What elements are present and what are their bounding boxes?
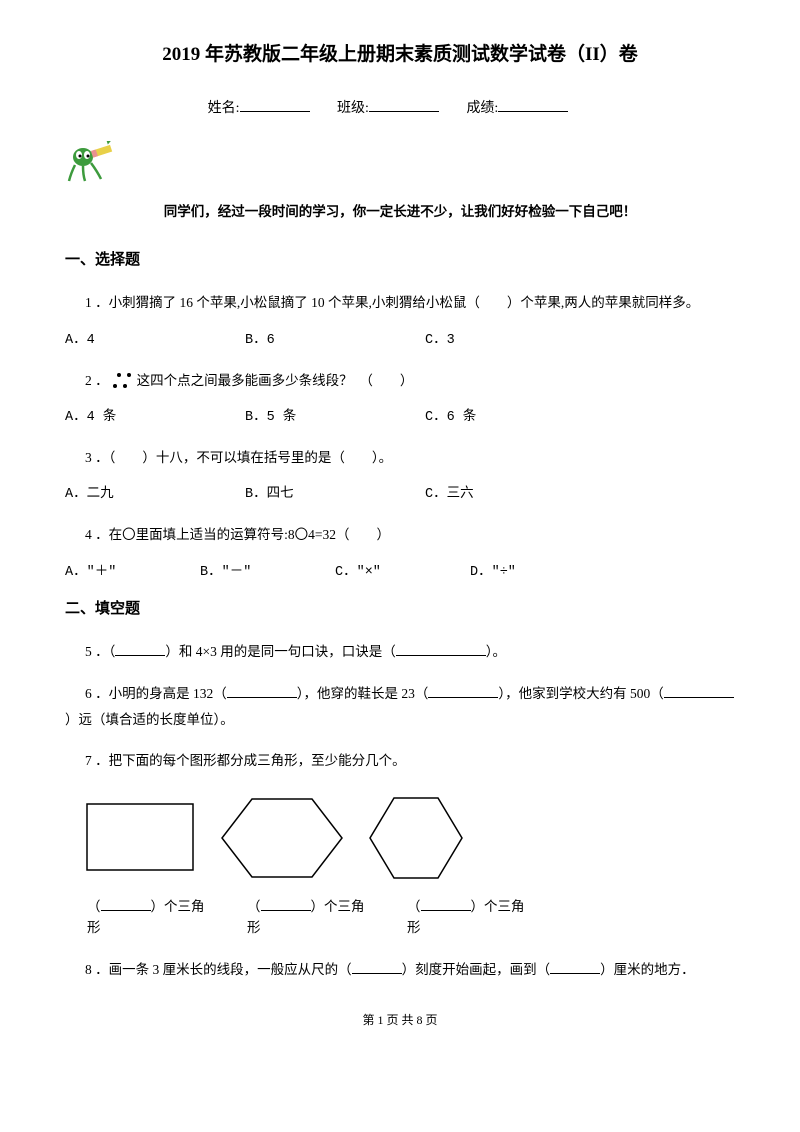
q1-opt-a[interactable]: A．4 — [65, 330, 245, 352]
q7-text: 7 ．把下面的每个图形都分成三角形，至少能分几个。 — [85, 748, 735, 774]
q3-opt-a[interactable]: A．二九 — [65, 484, 245, 506]
q1-opt-c[interactable]: C．3 — [425, 330, 605, 352]
shape-label-1: （）个三角形 — [87, 896, 217, 939]
q2-text: 2 ． 这四个点之间最多能画多少条线段？ （ ） — [85, 368, 735, 394]
score-blank[interactable] — [498, 111, 568, 112]
sl3-p1: （ — [407, 899, 421, 914]
section-2-title: 二、填空题 — [65, 597, 735, 621]
q4-opt-b[interactable]: B．"－" — [200, 562, 335, 584]
q6-blank3[interactable] — [664, 697, 734, 698]
hexagon-shape-1 — [218, 795, 346, 881]
sl1-p2: ）个三角形 — [87, 899, 205, 936]
q2-options: A．4 条 B．5 条 C．6 条 — [65, 407, 735, 429]
four-dots-icon — [109, 372, 133, 392]
hexagon-shape-2 — [366, 794, 466, 882]
q5-p2: ）和 4×3 用的是同一句口诀，口诀是（ — [165, 644, 395, 659]
q6-text: 6 ．小明的身高是 132（ ），他穿的鞋长是 23（ ），他家到学校大约有 500… — [65, 681, 735, 732]
pencil-icon — [65, 141, 735, 183]
q3-opt-c[interactable]: C．三六 — [425, 484, 605, 506]
q5-p1: 5 ．（ — [85, 644, 115, 659]
q8-p1: 8 ．画一条 3 厘米长的线段，一般应从尺的（ — [85, 962, 352, 977]
q2-opt-b[interactable]: B．5 条 — [245, 407, 425, 429]
q2-opt-c[interactable]: C．6 条 — [425, 407, 605, 429]
q4-opt-d[interactable]: D．"÷" — [470, 562, 605, 584]
shape-labels: （）个三角形 （）个三角形 （）个三角形 — [87, 896, 735, 939]
q4-opt-c[interactable]: C．"×" — [335, 562, 470, 584]
sl1-blank[interactable] — [101, 910, 151, 911]
q1-text: 1 ．小刺猬摘了 16 个苹果,小松鼠摘了 10 个苹果,小刺猬给小松鼠（ ）个… — [85, 290, 735, 316]
q6-p3: ），他家到学校大约有 500（ — [498, 686, 663, 701]
q8-p2: ）刻度开始画起，画到（ — [402, 962, 551, 977]
q1-opt-b[interactable]: B．6 — [245, 330, 425, 352]
sl3-p2: ）个三角形 — [407, 899, 525, 936]
q6-blank2[interactable] — [428, 697, 498, 698]
q2-prefix: 2 ． — [85, 373, 109, 388]
encourage-text: 同学们，经过一段时间的学习，你一定长进不少，让我们好好检验一下自己吧！ — [65, 201, 735, 223]
shapes-row — [83, 794, 735, 882]
q5-blank2[interactable] — [396, 655, 486, 656]
q8-blank2[interactable] — [550, 973, 600, 974]
rectangle-shape — [83, 800, 198, 875]
q4-opt-a[interactable]: A．"＋" — [65, 562, 200, 584]
q5-blank1[interactable] — [115, 655, 165, 656]
q6-p2: ），他穿的鞋长是 23（ — [297, 686, 429, 701]
sl1-p1: （ — [87, 899, 101, 914]
q5-p3: ）。 — [486, 644, 506, 659]
sl2-blank[interactable] — [261, 910, 311, 911]
q6-p1: 6 ．小明的身高是 132（ — [85, 686, 227, 701]
sl3-blank[interactable] — [421, 910, 471, 911]
score-label: 成绩: — [466, 101, 498, 116]
q8-blank1[interactable] — [352, 973, 402, 974]
name-blank[interactable] — [240, 111, 310, 112]
shape-label-3: （）个三角形 — [407, 896, 537, 939]
q8-text: 8 ．画一条 3 厘米长的线段，一般应从尺的（ ）刻度开始画起，画到（ ）厘米的地方… — [85, 957, 735, 983]
q5-text: 5 ．（ ）和 4×3 用的是同一句口诀，口诀是（ ）。 — [85, 639, 735, 665]
class-blank[interactable] — [369, 111, 439, 112]
q2-opt-a[interactable]: A．4 条 — [65, 407, 245, 429]
section-1-title: 一、选择题 — [65, 248, 735, 272]
sl2-p2: ）个三角形 — [247, 899, 365, 936]
q1-options: A．4 B．6 C．3 — [65, 330, 735, 352]
shape-label-2: （）个三角形 — [247, 896, 377, 939]
class-label: 班级: — [337, 101, 369, 116]
q3-options: A．二九 B．四七 C．三六 — [65, 484, 735, 506]
q3-text: 3 ．（ ）十八，不可以填在括号里的是（ ）。 — [85, 445, 735, 471]
q2-body: 这四个点之间最多能画多少条线段？ （ ） — [137, 373, 414, 388]
q8-p3: ）厘米的地方． — [600, 962, 695, 977]
sl2-p1: （ — [247, 899, 261, 914]
q6-blank1[interactable] — [227, 697, 297, 698]
info-line: 姓名: 班级: 成绩: — [65, 98, 735, 120]
q3-opt-b[interactable]: B．四七 — [245, 484, 425, 506]
name-label: 姓名: — [208, 101, 240, 116]
q6-p4: ）远（填合适的长度单位）。 — [65, 712, 234, 727]
q4-options: A．"＋" B．"－" C．"×" D．"÷" — [65, 562, 735, 584]
page-title: 2019 年苏教版二年级上册期末素质测试数学试卷（II）卷 — [65, 40, 735, 70]
q4-text: 4 ．在〇里面填上适当的运算符号:8〇4=32（ ） — [85, 522, 735, 548]
page-footer: 第 1 页 共 8 页 — [65, 1011, 735, 1030]
